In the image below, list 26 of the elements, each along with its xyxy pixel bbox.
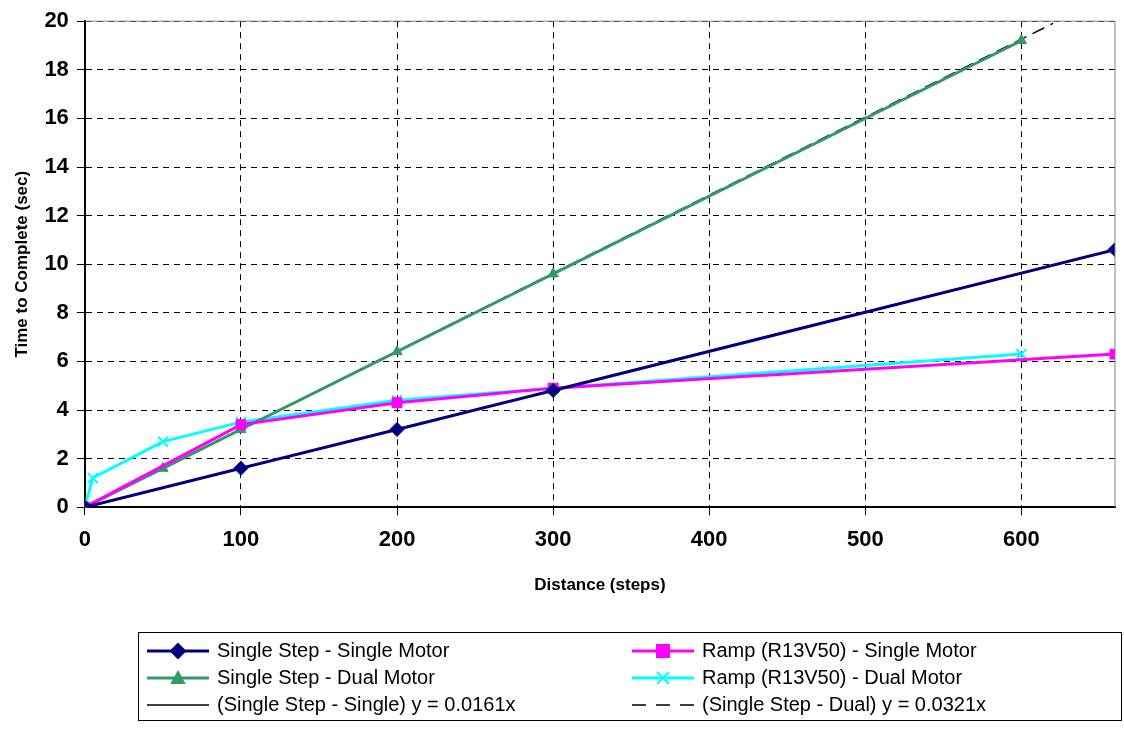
y-tick-label: 8 [56,298,69,324]
x-tick-label: 600 [1002,526,1040,552]
y-tick-label: 20 [44,7,69,33]
y-tick-label: 0 [56,493,69,519]
y-tick-label: 2 [56,444,69,470]
x-axis-title: Distance (steps) [534,575,666,595]
legend-label: Single Step - Single Motor [217,639,450,662]
y-tick-label: 16 [44,104,69,130]
x-tick-label: 0 [78,526,91,552]
x-tick-label: 300 [534,526,572,552]
y-tick-label: 12 [44,201,69,227]
legend-label: Ramp (R13V50) - Dual Motor [702,666,963,689]
legend-label: Single Step - Dual Motor [217,666,435,689]
legend-label: Ramp (R13V50) - Single Motor [702,639,977,662]
y-tick-label: 6 [56,347,69,373]
legend-label: (Single Step - Single) y = 0.0161x [217,693,516,716]
x-tick-label: 500 [846,526,884,552]
y-tick-label: 18 [44,55,69,81]
x-tick-label: 200 [378,526,416,552]
y-tick-label: 4 [56,396,70,422]
y-axis-title: Time to Complete (sec) [11,170,31,358]
x-tick-label: 100 [222,526,260,552]
legend-label: (Single Step - Dual) y = 0.0321x [702,693,987,716]
x-tick-label: 400 [690,526,728,552]
y-tick-label: 10 [44,250,69,276]
y-tick-label: 14 [44,153,70,179]
